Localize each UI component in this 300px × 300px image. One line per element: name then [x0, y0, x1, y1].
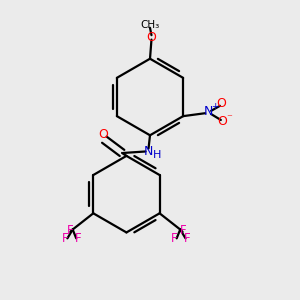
Text: ⁻: ⁻	[226, 113, 232, 124]
Text: F: F	[171, 232, 178, 245]
Text: F: F	[62, 232, 69, 245]
Text: CH₃: CH₃	[140, 20, 160, 30]
Text: O: O	[218, 115, 227, 128]
Text: H: H	[153, 150, 161, 160]
Text: F: F	[66, 224, 73, 238]
Text: F: F	[180, 224, 187, 238]
Text: O: O	[146, 31, 156, 44]
Text: O: O	[98, 128, 108, 141]
Text: F: F	[75, 232, 82, 245]
Text: O: O	[217, 97, 226, 110]
Text: N: N	[144, 145, 153, 158]
Text: +: +	[211, 102, 218, 111]
Text: F: F	[184, 232, 191, 245]
Text: N: N	[203, 105, 213, 118]
